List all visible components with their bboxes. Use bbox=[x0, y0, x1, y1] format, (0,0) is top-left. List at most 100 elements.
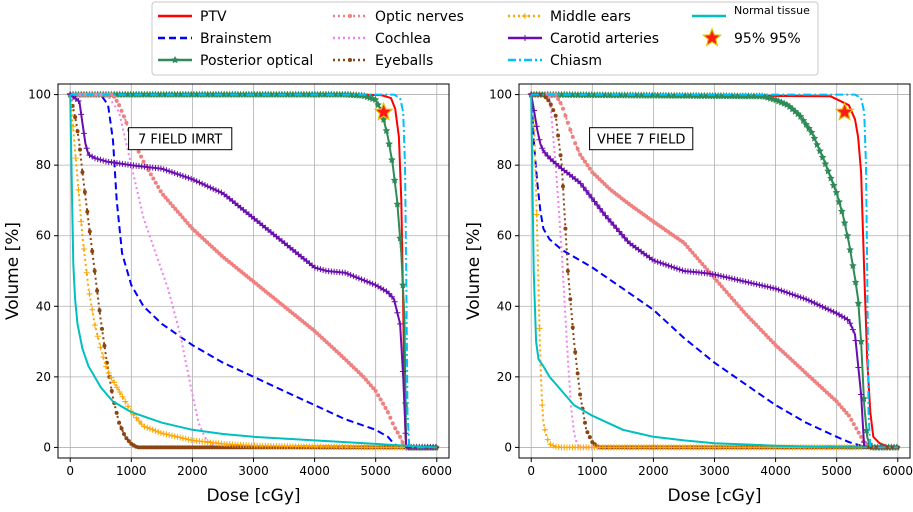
series-carotid-arteries-marker bbox=[174, 171, 181, 178]
series-carotid-arteries-marker bbox=[739, 278, 746, 285]
series-carotid-arteries-marker bbox=[366, 279, 373, 286]
series-eyeballs-marker bbox=[573, 350, 578, 355]
series-carotid-arteries-marker bbox=[539, 145, 546, 152]
series-eyeballs-marker bbox=[121, 432, 126, 437]
series-carotid-arteries-marker bbox=[588, 194, 595, 201]
series-carotid-arteries-marker bbox=[750, 280, 757, 287]
series-optic-nerves-marker bbox=[724, 290, 729, 295]
series-middle-ears-marker bbox=[94, 333, 101, 340]
series-eyeballs-marker bbox=[99, 326, 104, 331]
series-carotid-arteries-marker bbox=[720, 273, 727, 280]
series-carotid-arteries-marker bbox=[157, 165, 164, 172]
series-carotid-arteries-marker bbox=[660, 260, 667, 267]
series-optic-nerves-marker bbox=[851, 422, 856, 427]
series-carotid-arteries-marker bbox=[212, 187, 219, 194]
series-optic-nerves-marker bbox=[151, 176, 156, 181]
series-eyeballs-marker bbox=[582, 420, 587, 425]
series-carotid-arteries-marker bbox=[753, 281, 760, 288]
series-middle-ears-marker bbox=[78, 218, 85, 225]
series-carotid-arteries-marker bbox=[665, 262, 672, 269]
marker-95-95 bbox=[834, 101, 855, 121]
series-carotid-arteries-marker bbox=[102, 158, 109, 165]
series-normal-tissue bbox=[69, 94, 437, 449]
series-carotid-arteries-marker bbox=[825, 306, 832, 313]
series-carotid-arteries-marker bbox=[673, 265, 680, 272]
series-eyeballs-marker bbox=[95, 288, 100, 293]
series-carotid-arteries-marker bbox=[397, 320, 404, 327]
y-axis-label: Volume [%] bbox=[3, 222, 23, 320]
series-optic-nerves-marker bbox=[170, 204, 175, 209]
series-carotid-arteries-marker bbox=[344, 270, 351, 277]
series-posterior-optical-marker bbox=[818, 153, 827, 161]
series-carotid-arteries-marker bbox=[182, 173, 189, 180]
series-carotid-arteries-marker bbox=[596, 205, 603, 212]
legend-star-icon bbox=[701, 27, 723, 47]
series-carotid-arteries-marker bbox=[166, 168, 173, 175]
series-middle-ears-marker bbox=[75, 186, 82, 193]
y-tick-label: 0 bbox=[504, 440, 512, 454]
series-carotid-arteries-marker bbox=[679, 267, 686, 274]
series-middle-ears-marker bbox=[182, 435, 189, 442]
series-eyeballs-marker bbox=[587, 435, 592, 440]
x-tick-label: 3000 bbox=[238, 464, 269, 478]
series-posterior-optical-marker bbox=[390, 176, 399, 184]
series-carotid-arteries-marker bbox=[654, 258, 661, 265]
series-eyeballs-marker bbox=[80, 170, 85, 175]
series-optic-nerves-marker bbox=[846, 413, 851, 418]
series-middle-ears-marker bbox=[547, 441, 554, 448]
y-tick-label: 60 bbox=[497, 229, 512, 243]
series-eyeballs-marker bbox=[568, 297, 573, 302]
legend-swatch-marker bbox=[171, 56, 179, 64]
series-carotid-arteries-marker bbox=[591, 198, 598, 205]
series-eyeballs-marker bbox=[546, 98, 551, 103]
series-posterior-optical-marker bbox=[846, 245, 854, 254]
series-posterior-optical-marker bbox=[862, 426, 871, 434]
series-middle-ears-marker bbox=[105, 369, 112, 376]
series-posterior-optical-marker bbox=[382, 126, 391, 134]
series-group bbox=[527, 90, 901, 451]
series-optic-nerves-marker bbox=[683, 242, 688, 247]
legend-label: Middle ears bbox=[550, 9, 631, 25]
x-tick-label: 2000 bbox=[638, 464, 669, 478]
series-optic-nerves-marker bbox=[697, 259, 702, 264]
series-optic-nerves-marker bbox=[153, 180, 158, 185]
series-group bbox=[66, 90, 440, 451]
series-optic-nerves-marker bbox=[560, 106, 565, 111]
series-optic-nerves-marker bbox=[580, 156, 585, 161]
series-posterior-optical-marker bbox=[385, 140, 393, 148]
legend-label: 95% 95% bbox=[734, 31, 801, 47]
series-middle-ears-marker bbox=[100, 354, 107, 361]
series-eyeballs-marker bbox=[82, 189, 87, 194]
series-carotid-arteries-marker bbox=[728, 275, 735, 282]
series-eyeballs-marker bbox=[570, 325, 575, 330]
series-optic-nerves-marker bbox=[751, 320, 756, 325]
x-tick-label: 5000 bbox=[360, 464, 391, 478]
series-middle-ears-marker bbox=[149, 426, 156, 433]
series-optic-nerves-marker bbox=[758, 327, 763, 332]
series-carotid-arteries-marker bbox=[210, 185, 217, 192]
series-carotid-arteries-marker bbox=[811, 300, 818, 307]
series-posterior-optical-marker bbox=[824, 167, 832, 175]
series-optic-nerves-marker bbox=[568, 127, 573, 132]
series-carotid-arteries-marker bbox=[651, 257, 658, 264]
y-tick-label: 80 bbox=[497, 158, 512, 172]
series-eyeballs-marker bbox=[119, 426, 124, 431]
series-middle-ears-marker bbox=[550, 442, 557, 449]
series-carotid-arteries-marker bbox=[756, 281, 763, 288]
series-carotid-arteries-marker bbox=[797, 294, 804, 301]
series-middle-ears-marker bbox=[185, 436, 192, 443]
series-carotid-arteries-marker bbox=[394, 309, 401, 316]
series-optic-nerves-marker bbox=[117, 103, 122, 108]
series-optic-nerves-marker bbox=[366, 380, 371, 385]
series-middle-ears-marker bbox=[168, 432, 175, 439]
series-posterior-optical-marker bbox=[816, 147, 824, 155]
legend-swatch-marker bbox=[522, 35, 528, 41]
series-optic-nerves-marker bbox=[685, 245, 690, 250]
series-optic-nerves-marker bbox=[112, 94, 117, 99]
series-middle-ears-marker bbox=[539, 402, 546, 409]
series-carotid-arteries-marker bbox=[852, 337, 859, 344]
series-optic-nerves-marker bbox=[368, 383, 373, 388]
series-eyeballs-marker bbox=[90, 249, 95, 254]
legend-swatch-marker bbox=[348, 58, 352, 62]
series-carotid-arteries-marker bbox=[734, 276, 741, 283]
